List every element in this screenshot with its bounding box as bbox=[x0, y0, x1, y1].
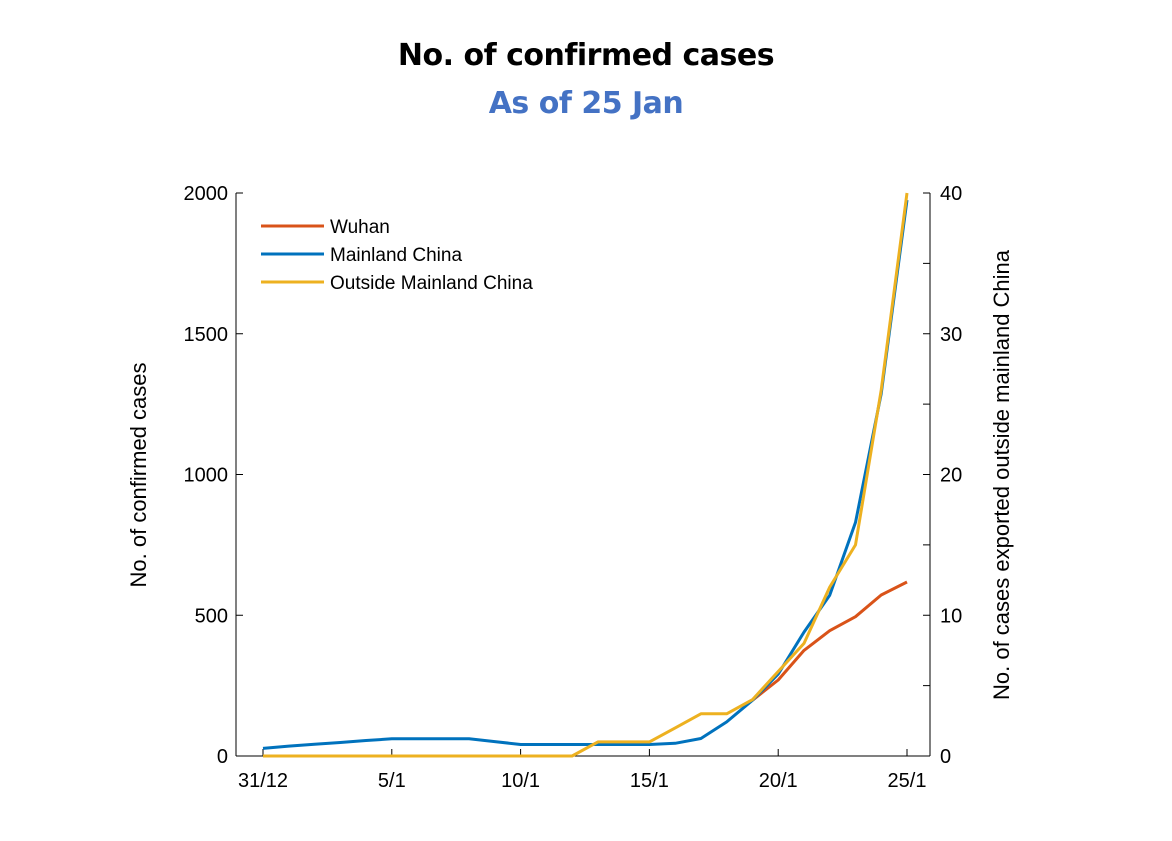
x-tick-label: 10/1 bbox=[501, 770, 540, 792]
y2-tick-label: 0 bbox=[940, 746, 951, 768]
y-tick-label: 2000 bbox=[184, 183, 229, 205]
y-tick-label: 0 bbox=[217, 746, 228, 768]
series-line-mainland-china bbox=[262, 199, 909, 750]
y-axis-label: No. of confirmed cases bbox=[126, 363, 151, 588]
y-tick-label: 1000 bbox=[184, 465, 229, 487]
y-tick-label: 1500 bbox=[184, 324, 229, 346]
legend-label: Wuhan bbox=[330, 217, 390, 238]
y2-tick-label: 20 bbox=[940, 465, 962, 487]
chart-title: No. of confirmed cases bbox=[397, 38, 775, 73]
chart-series bbox=[262, 192, 909, 758]
chart-axes: 0 500 1000 1500 2000 0 10 20 30 40 31/12 5/1 10/1 15/… bbox=[184, 183, 963, 792]
y2-tick-label: 40 bbox=[940, 183, 962, 205]
x-tick-label: 5/1 bbox=[378, 770, 406, 792]
x-tick-label: 20/1 bbox=[759, 770, 798, 792]
chart-legend: Wuhan Mainland China Outside Mainland Chin… bbox=[261, 217, 533, 294]
y-tick-label: 500 bbox=[195, 605, 228, 627]
legend-label: Mainland China bbox=[330, 245, 462, 266]
y2-axis-label: No. of cases exported outside mainland C… bbox=[989, 249, 1014, 700]
x-tick-label: 15/1 bbox=[630, 770, 669, 792]
y2-tick-label: 30 bbox=[940, 324, 962, 346]
x-tick-label: 25/1 bbox=[888, 770, 927, 792]
chart-subtitle: As of 25 Jan bbox=[488, 86, 684, 121]
y2-tick-label: 10 bbox=[940, 605, 962, 627]
legend-label: Outside Mainland China bbox=[330, 273, 533, 294]
series-line-wuhan bbox=[751, 580, 908, 702]
x-tick-label: 31/12 bbox=[238, 770, 288, 792]
series-line-outside-mainland-china bbox=[263, 192, 909, 758]
